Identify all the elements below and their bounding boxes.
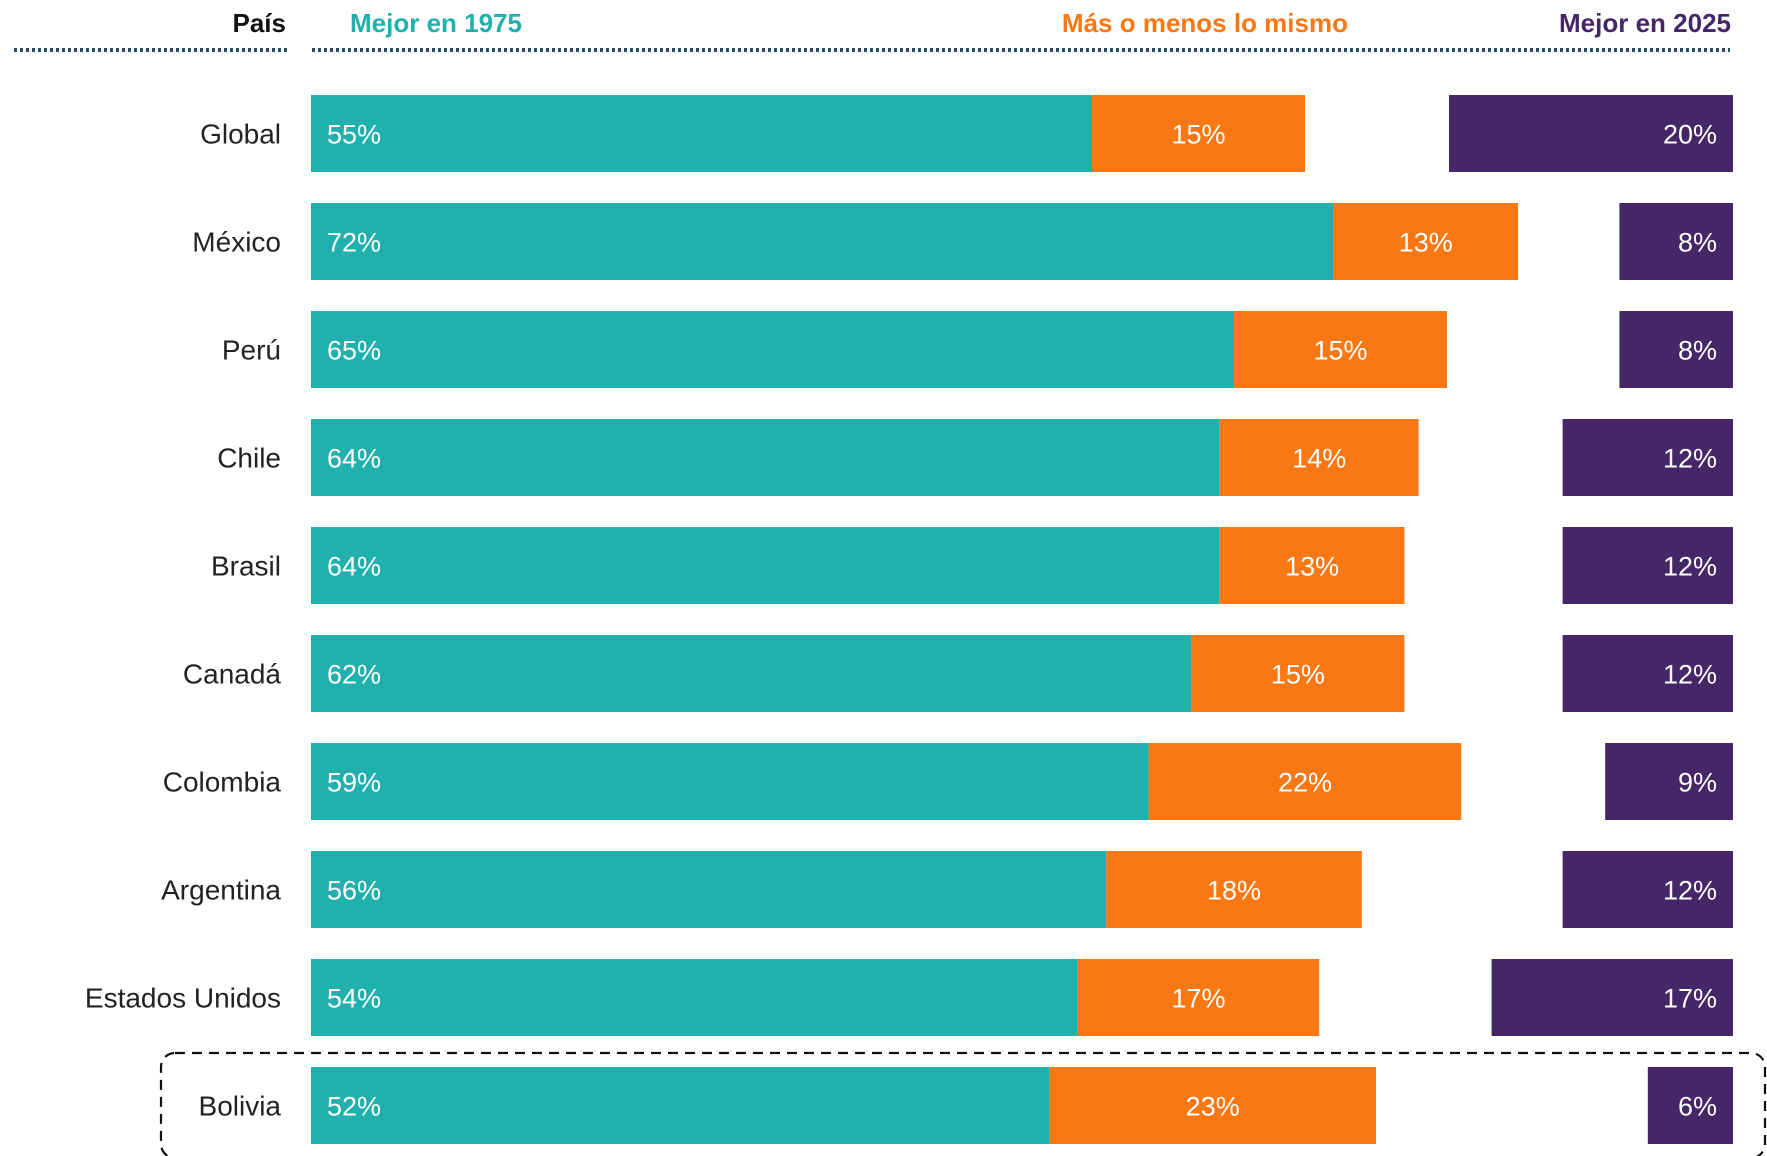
value-1975-canada: 62% — [327, 660, 381, 690]
bar-1975-canada — [311, 635, 1192, 712]
value-1975-argentina: 56% — [327, 876, 381, 906]
bar-2025-colombia — [1605, 743, 1733, 820]
value-2025-global: 20% — [1663, 120, 1717, 150]
header-same: Más o menos lo mismo — [1062, 8, 1348, 38]
bar-1975-brasil — [311, 527, 1220, 604]
country-label-bolivia: Bolivia — [199, 1091, 282, 1122]
value-same-global: 15% — [1171, 120, 1225, 150]
value-same-brasil: 13% — [1285, 552, 1339, 582]
value-2025-estados-unidos: 17% — [1663, 984, 1717, 1014]
bar-1975-global — [311, 95, 1092, 172]
value-1975-colombia: 59% — [327, 768, 381, 798]
value-same-argentina: 18% — [1207, 876, 1261, 906]
bar-same-global — [1092, 95, 1305, 172]
value-1975-brasil: 64% — [327, 552, 381, 582]
chart-rows: Global 55% 15% 20% México 72% 13% 8% Perú 65% 15% 8… — [85, 95, 1767, 1156]
value-same-colombia: 22% — [1278, 768, 1332, 798]
country-label-estados-unidos: Estados Unidos — [85, 983, 281, 1014]
country-label-peru: Perú — [222, 335, 281, 366]
header-better-2025: Mejor en 2025 — [1559, 8, 1731, 38]
country-label-mexico: México — [192, 227, 281, 258]
value-2025-bolivia: 6% — [1678, 1092, 1717, 1122]
country-label-brasil: Brasil — [211, 551, 281, 582]
bar-same-argentina — [1106, 851, 1362, 928]
value-1975-global: 55% — [327, 120, 381, 150]
bar-2025-brasil — [1562, 527, 1733, 604]
value-2025-peru: 8% — [1678, 336, 1717, 366]
value-2025-argentina: 12% — [1663, 876, 1717, 906]
bar-1975-argentina — [311, 851, 1107, 928]
value-same-mexico: 13% — [1399, 228, 1453, 258]
highlight-box-bolivia — [159, 1051, 1767, 1156]
country-label-canada: Canadá — [183, 659, 282, 690]
bar-1975-peru — [311, 311, 1234, 388]
value-1975-chile: 64% — [327, 444, 381, 474]
value-2025-chile: 12% — [1663, 444, 1717, 474]
value-2025-colombia: 9% — [1678, 768, 1717, 798]
bar-1975-mexico — [311, 203, 1334, 280]
bar-2025-chile — [1562, 419, 1733, 496]
bar-same-bolivia — [1049, 1067, 1376, 1144]
bar-1975-bolivia — [311, 1067, 1050, 1144]
bar-2025-argentina — [1562, 851, 1733, 928]
bar-same-brasil — [1219, 527, 1405, 604]
value-same-canada: 15% — [1271, 660, 1325, 690]
country-label-argentina: Argentina — [161, 875, 281, 906]
bar-2025-global — [1449, 95, 1733, 172]
value-same-bolivia: 23% — [1186, 1092, 1240, 1122]
value-2025-mexico: 8% — [1678, 228, 1717, 258]
bar-2025-estados-unidos — [1491, 959, 1733, 1036]
country-label-chile: Chile — [217, 443, 281, 474]
value-1975-bolivia: 52% — [327, 1092, 381, 1122]
bar-same-estados-unidos — [1077, 959, 1320, 1036]
value-same-chile: 14% — [1292, 444, 1346, 474]
bar-1975-colombia — [311, 743, 1149, 820]
bar-same-chile — [1219, 419, 1419, 496]
bar-2025-bolivia — [1647, 1067, 1733, 1144]
bar-same-peru — [1234, 311, 1447, 388]
value-same-peru: 15% — [1313, 336, 1367, 366]
bar-2025-mexico — [1619, 203, 1733, 280]
bar-same-colombia — [1148, 743, 1462, 820]
value-1975-mexico: 72% — [327, 228, 381, 258]
value-1975-estados-unidos: 54% — [327, 984, 381, 1014]
value-2025-canada: 12% — [1663, 660, 1717, 690]
bar-2025-canada — [1562, 635, 1733, 712]
header-better-1975: Mejor en 1975 — [350, 8, 522, 38]
value-1975-peru: 65% — [327, 336, 381, 366]
country-label-global: Global — [200, 119, 281, 150]
value-same-estados-unidos: 17% — [1171, 984, 1225, 1014]
bar-1975-estados-unidos — [311, 959, 1078, 1036]
header-country: País — [233, 8, 287, 38]
value-2025-brasil: 12% — [1663, 552, 1717, 582]
bar-1975-chile — [311, 419, 1220, 496]
bar-2025-peru — [1619, 311, 1733, 388]
country-label-colombia: Colombia — [163, 767, 282, 798]
bar-same-canada — [1191, 635, 1405, 712]
bar-same-mexico — [1333, 203, 1518, 280]
